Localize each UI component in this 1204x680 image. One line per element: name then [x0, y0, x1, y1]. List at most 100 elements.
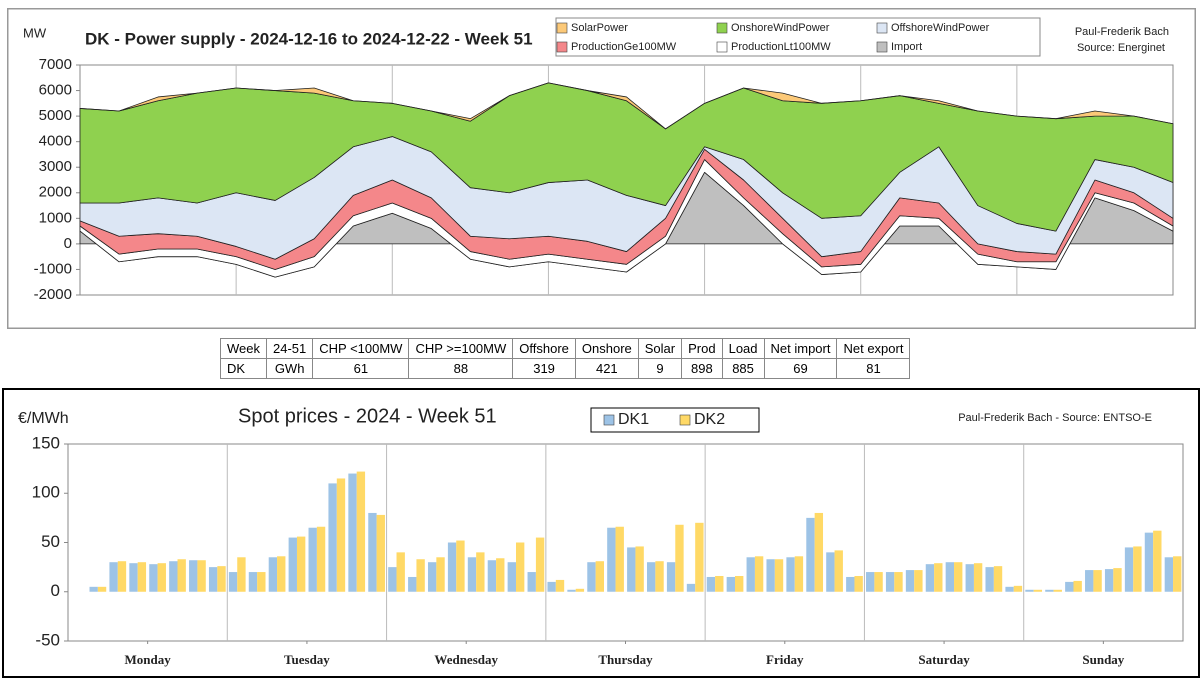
bar	[117, 561, 127, 592]
bar	[447, 542, 457, 592]
y-tick-label: 3000	[39, 158, 72, 175]
table-cell: Load	[721, 338, 765, 359]
table-cell: CHP >=100MW	[408, 338, 514, 359]
bar	[1153, 530, 1162, 592]
bar	[476, 552, 485, 592]
bar	[456, 540, 465, 592]
y-tick-label: 0	[64, 235, 72, 252]
bar	[308, 527, 317, 592]
x-tick-label: Sunday	[1082, 652, 1124, 667]
power-supply-chart: MW DK - Power supply - 2024-12-16 to 202…	[7, 8, 1196, 329]
spot-price-chart: €/MWh Spot prices - 2024 - Week 51 Paul-…	[2, 388, 1200, 678]
bar	[914, 570, 923, 592]
bar	[388, 567, 397, 592]
table-cell: 61	[312, 358, 410, 379]
bar	[945, 562, 955, 592]
y-tick-label: 150	[32, 433, 60, 452]
bar	[885, 572, 895, 592]
legend-label: OnshoreWindPower	[731, 22, 830, 34]
bar	[874, 572, 883, 592]
table-cell: GWh	[265, 358, 314, 379]
plot-area	[67, 443, 1184, 642]
table-row: Week 24-51 CHP <100MW CHP >=100MW Offshore On…	[220, 338, 911, 359]
bar	[376, 514, 385, 592]
bar	[647, 562, 656, 592]
bar	[993, 566, 1003, 592]
bar	[316, 526, 326, 592]
table-cell: 885	[721, 358, 765, 379]
legend-label: DK2	[694, 411, 725, 428]
bar	[1093, 570, 1102, 592]
bar	[535, 537, 545, 592]
legend-label: Import	[891, 41, 922, 53]
x-tick-label: Wednesday	[434, 652, 498, 667]
table-cell: Onshore	[574, 338, 639, 359]
bar	[328, 483, 337, 592]
bar	[149, 564, 158, 592]
bar	[356, 471, 366, 592]
bar	[934, 563, 943, 592]
table-cell: Net export	[836, 338, 911, 359]
bar	[615, 526, 624, 592]
y-tick-label: -1000	[34, 260, 72, 277]
bar	[786, 557, 795, 592]
bar	[1005, 586, 1014, 592]
table-cell: Week	[220, 338, 267, 359]
summary-table: Week 24-51 CHP <100MW CHP >=100MW Offshore On…	[220, 338, 911, 379]
bar	[169, 561, 178, 592]
y-axis-label: MW	[23, 25, 47, 40]
bar	[157, 563, 166, 592]
bar	[666, 562, 676, 592]
x-tick-label: Friday	[766, 652, 804, 667]
legend-label: SolarPower	[571, 22, 628, 34]
bar	[288, 537, 297, 592]
y-tick-label: 0	[51, 581, 60, 600]
bar	[595, 561, 604, 592]
y-axis-label: €/MWh	[18, 410, 69, 427]
table-cell: 81	[836, 358, 911, 379]
legend-label: OffshoreWindPower	[891, 22, 990, 34]
bar	[109, 562, 118, 592]
table-cell: Net import	[763, 338, 838, 359]
bar	[1164, 557, 1174, 592]
bar	[627, 547, 636, 592]
bar	[814, 512, 824, 592]
bar	[296, 536, 306, 592]
bar	[408, 576, 417, 592]
bar	[507, 562, 516, 592]
table-cell: 421	[574, 358, 639, 379]
legend-label: ProductionLt100MW	[731, 41, 831, 53]
table-cell: Solar	[637, 338, 683, 359]
bar	[416, 559, 425, 592]
bar	[973, 563, 983, 592]
bar	[197, 560, 206, 592]
y-tick-label: -2000	[34, 286, 72, 303]
legend-label: DK1	[618, 411, 649, 428]
bar	[208, 567, 218, 592]
bar	[925, 564, 935, 592]
y-tick-label: 2000	[39, 184, 72, 201]
bar	[527, 572, 536, 592]
bar	[746, 557, 755, 592]
bar	[965, 564, 974, 592]
bar	[575, 588, 585, 592]
bar	[587, 562, 596, 592]
bar	[1085, 570, 1094, 592]
bar	[467, 557, 477, 592]
y-tick-label: 100	[32, 483, 60, 502]
y-tick-label: 50	[41, 532, 60, 551]
table-row: DK GWh 61 88 319 421 9 898 885 69 81	[220, 358, 911, 379]
bar	[695, 522, 704, 592]
bar	[257, 572, 266, 592]
legend-swatch	[679, 414, 691, 426]
bar	[496, 558, 505, 592]
table-cell: DK	[220, 358, 267, 379]
bar	[1045, 589, 1054, 592]
bar	[1013, 585, 1023, 592]
bar	[1124, 547, 1134, 592]
bar	[248, 572, 258, 592]
bar	[228, 572, 238, 592]
bar	[905, 570, 915, 592]
table-cell: Offshore	[512, 338, 576, 359]
